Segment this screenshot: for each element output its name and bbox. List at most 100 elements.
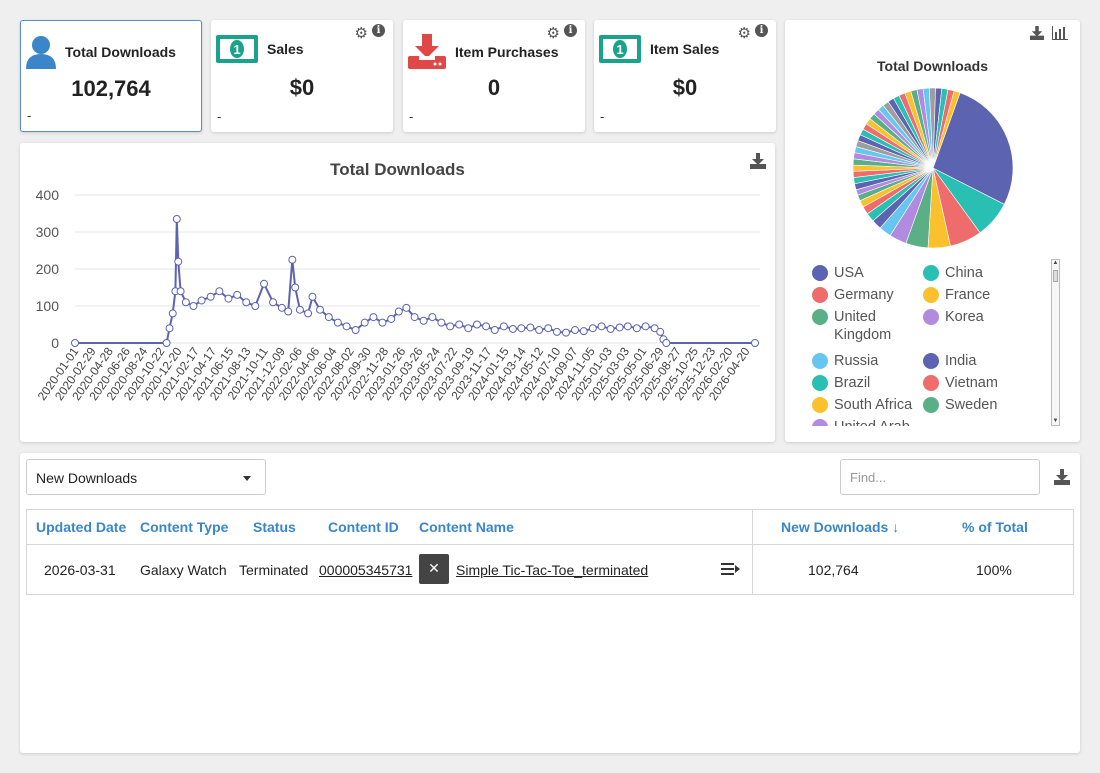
- data-point[interactable]: [410, 313, 419, 322]
- stat-card-sales[interactable]: ⚙ i 1 Sales $0 -: [211, 20, 393, 132]
- data-point[interactable]: [378, 318, 387, 327]
- column-header-content-id[interactable]: Content ID: [328, 519, 399, 535]
- scroll-down-icon[interactable]: ▼: [1052, 418, 1059, 424]
- gear-icon[interactable]: ⚙: [737, 24, 751, 42]
- data-point[interactable]: [369, 313, 378, 322]
- column-header-content-type[interactable]: Content Type: [140, 519, 229, 535]
- data-point[interactable]: [168, 309, 177, 318]
- data-point[interactable]: [446, 322, 455, 331]
- column-header-new-downloads[interactable]: New Downloads ↓: [781, 519, 900, 535]
- scroll-up-icon[interactable]: ▲: [1052, 260, 1059, 266]
- data-point[interactable]: [623, 322, 632, 331]
- data-point[interactable]: [641, 322, 650, 331]
- legend-item[interactable]: China: [923, 264, 1035, 282]
- content-name-link[interactable]: Simple Tic-Tac-Toe_terminated: [456, 562, 649, 578]
- data-point[interactable]: [242, 298, 251, 307]
- column-header-content-name[interactable]: Content Name: [419, 519, 514, 535]
- data-point[interactable]: [650, 324, 659, 333]
- stat-card-item-purchases[interactable]: ⚙ i Item Purchases 0 -: [403, 20, 585, 132]
- data-point[interactable]: [291, 283, 300, 292]
- data-point[interactable]: [579, 327, 588, 336]
- data-point[interactable]: [552, 327, 561, 336]
- data-point[interactable]: [508, 324, 517, 333]
- data-point[interactable]: [588, 324, 597, 333]
- data-point[interactable]: [71, 339, 79, 347]
- info-icon[interactable]: i: [564, 24, 577, 37]
- info-icon[interactable]: i: [372, 24, 385, 37]
- data-point[interactable]: [632, 324, 641, 333]
- legend-item[interactable]: South Africa: [812, 396, 924, 414]
- data-point[interactable]: [662, 339, 671, 347]
- data-point[interactable]: [482, 322, 491, 331]
- data-point[interactable]: [751, 339, 759, 347]
- data-point[interactable]: [308, 292, 317, 301]
- data-point[interactable]: [324, 313, 333, 322]
- legend-item[interactable]: Germany: [812, 286, 924, 304]
- stat-card-item-sales[interactable]: ⚙ i 1 Item Sales $0 -: [594, 20, 776, 132]
- legend-item[interactable]: Vietnam: [923, 374, 1035, 392]
- data-point[interactable]: [535, 326, 544, 335]
- data-point[interactable]: [360, 318, 369, 327]
- data-point[interactable]: [288, 255, 297, 264]
- data-point[interactable]: [615, 323, 624, 332]
- content-id-link[interactable]: 000005345731: [319, 562, 413, 578]
- legend-item[interactable]: United Arab Emirates: [812, 418, 924, 426]
- column-header-status[interactable]: Status: [253, 519, 296, 535]
- data-point[interactable]: [597, 322, 606, 331]
- data-point[interactable]: [277, 303, 286, 312]
- legend-scrollbar[interactable]: ▲ ▼: [1051, 259, 1060, 426]
- info-icon[interactable]: i: [755, 24, 768, 37]
- data-point[interactable]: [656, 327, 665, 336]
- data-point[interactable]: [295, 305, 304, 314]
- legend-item[interactable]: Brazil: [812, 374, 924, 392]
- data-point[interactable]: [455, 320, 464, 329]
- row-menu-icon[interactable]: [721, 561, 741, 577]
- data-point[interactable]: [571, 326, 580, 335]
- data-point[interactable]: [176, 287, 185, 296]
- data-point[interactable]: [517, 324, 526, 333]
- stat-card-total-downloads[interactable]: Total Downloads 102,764 -: [20, 20, 202, 132]
- column-header-updated-date[interactable]: Updated Date: [36, 519, 127, 535]
- data-point[interactable]: [316, 305, 325, 314]
- data-point[interactable]: [561, 328, 570, 337]
- gear-icon[interactable]: ⚙: [546, 24, 560, 42]
- scroll-thumb[interactable]: [1053, 270, 1058, 282]
- data-point[interactable]: [165, 324, 174, 333]
- data-point[interactable]: [189, 302, 198, 310]
- data-point[interactable]: [284, 307, 293, 316]
- data-point[interactable]: [464, 324, 473, 333]
- data-point[interactable]: [428, 313, 437, 322]
- data-point[interactable]: [490, 326, 499, 335]
- download-icon[interactable]: [1054, 469, 1070, 485]
- data-point[interactable]: [197, 296, 206, 305]
- data-point[interactable]: [544, 324, 553, 333]
- data-point[interactable]: [394, 307, 403, 316]
- download-icon[interactable]: [750, 153, 766, 169]
- legend-item[interactable]: USA: [812, 264, 924, 282]
- pie-slice[interactable]: [932, 90, 961, 169]
- data-point[interactable]: [342, 322, 351, 331]
- metric-dropdown[interactable]: New Downloads: [26, 459, 266, 495]
- data-point[interactable]: [260, 279, 269, 288]
- data-point[interactable]: [526, 323, 535, 332]
- data-point[interactable]: [215, 287, 224, 296]
- find-input[interactable]: [840, 459, 1040, 495]
- data-point[interactable]: [174, 257, 183, 266]
- bar-chart-icon[interactable]: [1052, 26, 1068, 40]
- data-point[interactable]: [351, 326, 360, 335]
- data-point[interactable]: [333, 318, 342, 327]
- gear-icon[interactable]: ⚙: [354, 24, 368, 42]
- data-point[interactable]: [472, 320, 481, 329]
- data-point[interactable]: [206, 292, 215, 301]
- data-point[interactable]: [172, 215, 181, 224]
- legend-item[interactable]: United Kingdom: [812, 308, 924, 344]
- legend-item[interactable]: India: [923, 352, 1035, 370]
- data-point[interactable]: [402, 303, 411, 312]
- data-point[interactable]: [387, 314, 396, 323]
- data-point[interactable]: [162, 339, 171, 347]
- data-point[interactable]: [181, 298, 190, 307]
- data-point[interactable]: [233, 290, 242, 299]
- column-header-percent-total[interactable]: % of Total: [962, 519, 1028, 535]
- data-point[interactable]: [419, 316, 428, 325]
- data-point[interactable]: [304, 309, 313, 318]
